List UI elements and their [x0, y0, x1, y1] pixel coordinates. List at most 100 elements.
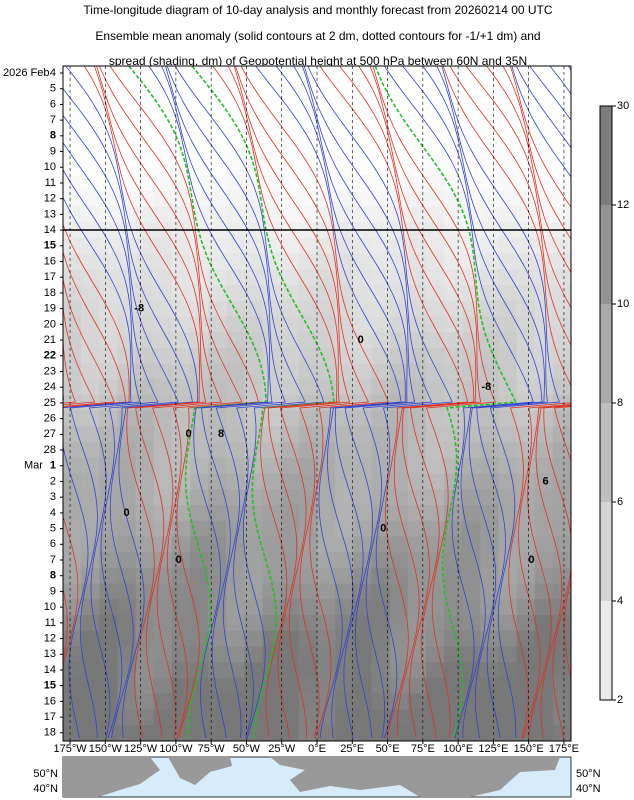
shade-cell: [280, 489, 300, 506]
shade-cell: [153, 677, 173, 695]
shade-cell: [552, 175, 572, 192]
shade-cell: [516, 630, 536, 647]
shade-cell: [99, 724, 118, 742]
shade-cell: [171, 646, 191, 663]
shade-cell: [462, 693, 481, 710]
shade-cell: [153, 363, 173, 380]
shade-cell: [298, 300, 318, 318]
shade-cell: [480, 457, 499, 475]
shade-cell: [335, 127, 354, 145]
shade-cell: [371, 426, 391, 443]
shade-cell: [317, 646, 336, 663]
shade-cell: [208, 567, 227, 585]
contour-line: [166, 66, 306, 739]
shade-cell: [117, 143, 137, 160]
shade-cell: [335, 505, 354, 522]
shade-cell: [480, 599, 499, 616]
shade-cell: [135, 316, 155, 333]
x-tick-label: 100°E: [443, 743, 473, 755]
shade-cell: [462, 662, 481, 679]
contour-line: [372, 66, 496, 739]
shade-cell: [353, 332, 372, 349]
shade-cell: [117, 96, 137, 113]
shade-cell: [425, 80, 445, 98]
shade-cell: [298, 347, 318, 365]
shade-cell: [190, 127, 209, 145]
y-tick-label: 25: [44, 397, 56, 409]
shade-cell: [516, 190, 536, 208]
shade-cell: [480, 693, 499, 710]
shade-cell: [63, 159, 82, 176]
shade-cell: [353, 630, 372, 647]
shade-cell: [335, 724, 354, 742]
shade-cell: [534, 442, 554, 459]
shade-cell: [262, 96, 282, 113]
contour-line: [63, 301, 96, 406]
shade-cell: [280, 332, 300, 349]
shade-cell: [516, 253, 536, 270]
shade-cell: [135, 709, 155, 726]
shade-cell: [63, 80, 82, 98]
contour-line: [502, 66, 571, 739]
shade-cell: [298, 630, 318, 647]
y-tick-label: 14: [44, 224, 56, 236]
shade-cell: [190, 143, 209, 160]
shade-cell: [462, 599, 481, 616]
shade-cell: [407, 143, 427, 160]
y-tick-label: 17: [44, 271, 56, 283]
shade-cell: [99, 614, 118, 632]
shade-cell: [480, 175, 499, 192]
shade-cell: [534, 599, 554, 616]
shade-cell: [153, 630, 173, 647]
shade-cell: [298, 206, 318, 223]
shade-cell: [480, 630, 499, 647]
shade-cell: [462, 552, 481, 569]
shade-cell: [262, 363, 282, 380]
shade-cell: [425, 206, 445, 223]
shade-cell: [262, 66, 282, 83]
shade-cell: [135, 473, 155, 490]
shade-cell: [208, 379, 227, 396]
shade-cell: [353, 505, 372, 522]
y-tick-label: 18: [44, 287, 56, 299]
y-tick-label: 16: [44, 695, 56, 707]
shade-cell: [117, 473, 137, 490]
shade-cell: [153, 646, 173, 663]
shade-cell: [135, 66, 155, 83]
shade-cell: [552, 143, 572, 160]
shade-cell: [498, 473, 518, 490]
shade-cell: [81, 567, 100, 585]
shade-cell: [516, 285, 536, 302]
shade-cell: [407, 426, 427, 443]
shade-cell: [444, 332, 463, 349]
shade-cell: [117, 253, 137, 270]
shade-cell: [190, 253, 209, 270]
shade-cell: [389, 567, 409, 585]
shade-cell: [407, 473, 427, 490]
shade-cell: [153, 662, 173, 679]
shade-cell: [190, 599, 209, 616]
shade-cell: [226, 426, 245, 443]
shade-cell: [135, 505, 155, 522]
shade-cell: [117, 693, 137, 710]
shade-cell: [226, 614, 245, 632]
shade-cell: [335, 693, 354, 710]
shade-cell: [280, 237, 300, 255]
shade-cell: [99, 489, 118, 506]
shade-cell: [353, 662, 372, 679]
shade-cell: [63, 316, 82, 333]
shade-cell: [552, 693, 572, 710]
shade-cell: [444, 442, 463, 459]
shade-cell: [190, 300, 209, 318]
shade-cell: [480, 567, 499, 585]
shade-cell: [480, 66, 499, 83]
shade-cell: [407, 269, 427, 286]
shade-cell: [425, 300, 445, 318]
shade-cell: [171, 410, 191, 427]
shade-cell: [208, 646, 227, 663]
shade-cell: [462, 489, 481, 506]
shade-cell: [262, 269, 282, 286]
shade-cell: [389, 80, 409, 98]
shade-cell: [190, 536, 209, 553]
shade-cell: [99, 80, 118, 98]
